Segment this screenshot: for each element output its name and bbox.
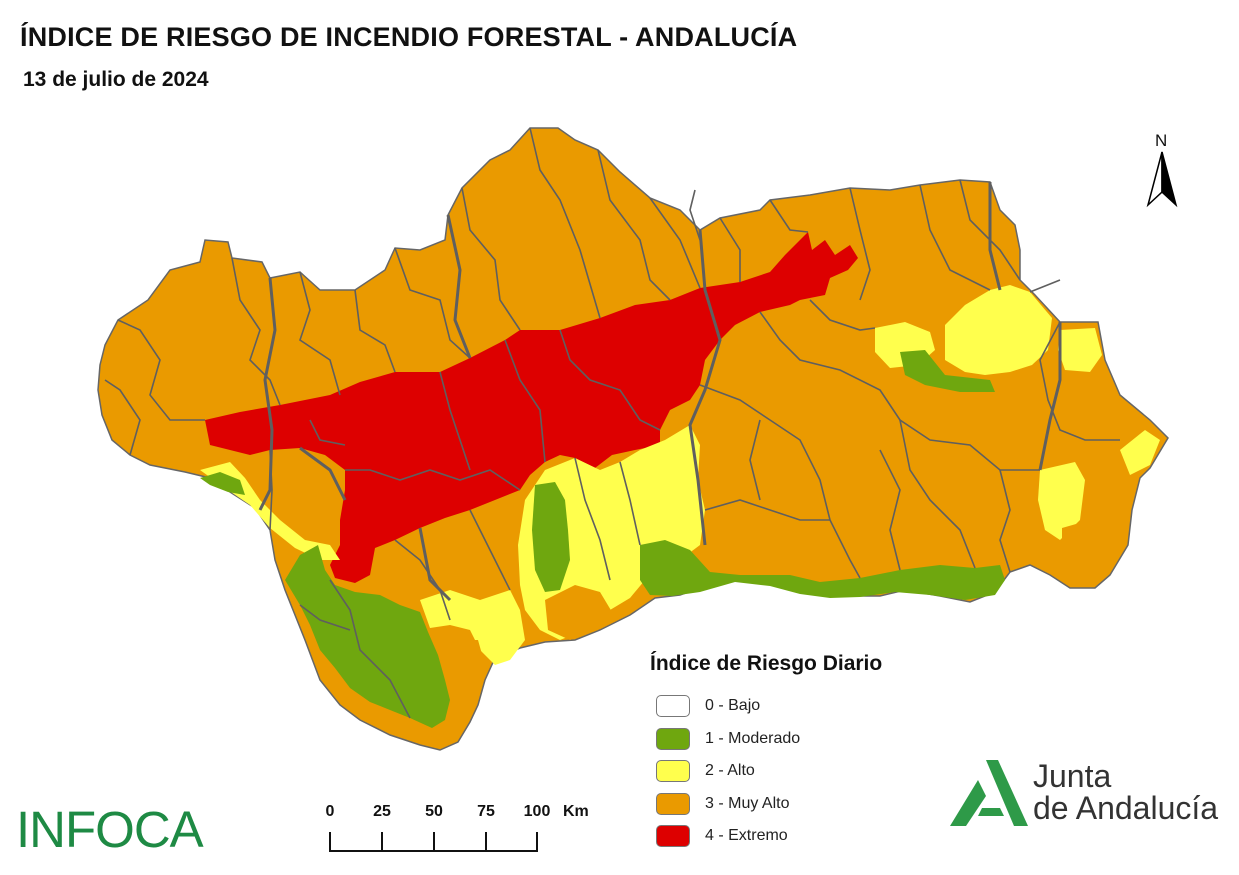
legend: Índice de Riesgo Diario 0 - Bajo 1 - Mod… xyxy=(650,652,882,853)
map-title: ÍNDICE DE RIESGO DE INCENDIO FORESTAL - … xyxy=(20,22,798,52)
region-alto-farEast xyxy=(1058,328,1102,372)
legend-label: 0 - Bajo xyxy=(705,697,761,715)
legend-label: 1 - Moderado xyxy=(705,729,801,747)
region-moderado-jaen xyxy=(900,350,995,392)
legend-item: 4 - Extremo xyxy=(650,820,882,853)
legend-swatch-muy-alto xyxy=(656,792,690,815)
province-boundaries xyxy=(258,182,1062,602)
scale-label: 50 xyxy=(425,803,443,820)
legend-label: 2 - Alto xyxy=(705,762,755,780)
infoca-logo-text: INFOCA xyxy=(16,801,204,858)
north-arrow-icon xyxy=(1146,151,1178,208)
region-moderado-granada xyxy=(532,482,570,592)
region-moderado-cadiz xyxy=(285,545,450,728)
region-alto-central xyxy=(518,425,705,640)
legend-swatch-moderado xyxy=(656,727,690,750)
scale-tick xyxy=(329,832,331,852)
scale-label: 100 xyxy=(523,803,551,820)
scale-tick xyxy=(381,832,383,852)
region-moderado-huelva xyxy=(200,472,245,495)
logo-line2: de Andalucía xyxy=(1033,790,1219,826)
region-moderado-coast xyxy=(640,540,1005,600)
legend-swatch-alto xyxy=(656,760,690,783)
junta-andalucia-logo-icon xyxy=(950,760,1028,826)
junta-andalucia-logo-text: Junta de Andalucía xyxy=(1033,760,1218,824)
region-alto-east xyxy=(945,285,1052,375)
legend-item: 3 - Muy Alto xyxy=(650,788,882,821)
scale-label: 75 xyxy=(477,803,495,820)
scale-tick xyxy=(485,832,487,852)
scale-label: 0 xyxy=(325,803,335,820)
region-muy-alto-pocket-1 xyxy=(545,585,612,640)
logo-line1: Junta xyxy=(1033,758,1112,794)
municipal-boundaries xyxy=(104,127,1120,719)
region-extremo xyxy=(205,232,858,583)
legend-swatch-bajo xyxy=(656,695,690,718)
region-alto-cabo xyxy=(1120,430,1160,475)
region-alto-almeria xyxy=(1038,462,1085,540)
region-muy-alto-pocket-3 xyxy=(1062,520,1105,575)
legend-item: 2 - Alto xyxy=(650,755,882,788)
scale-tick xyxy=(536,832,538,852)
legend-item: 1 - Moderado xyxy=(650,723,882,756)
legend-label: 4 - Extremo xyxy=(705,827,788,845)
scale-bar: 0 25 50 75 100 Km xyxy=(320,800,620,860)
legend-label: 3 - Muy Alto xyxy=(705,794,790,812)
north-label: N xyxy=(1155,131,1168,150)
legend-item: 0 - Bajo xyxy=(650,690,882,723)
scale-unit: Km xyxy=(563,803,589,820)
map-date: 13 de julio de 2024 xyxy=(23,68,209,91)
legend-title: Índice de Riesgo Diario xyxy=(650,652,883,675)
region-muy-alto-pocket-2 xyxy=(455,640,485,700)
legend-swatch-extremo xyxy=(656,825,690,848)
scale-tick xyxy=(433,832,435,852)
scale-label: 25 xyxy=(373,803,391,820)
